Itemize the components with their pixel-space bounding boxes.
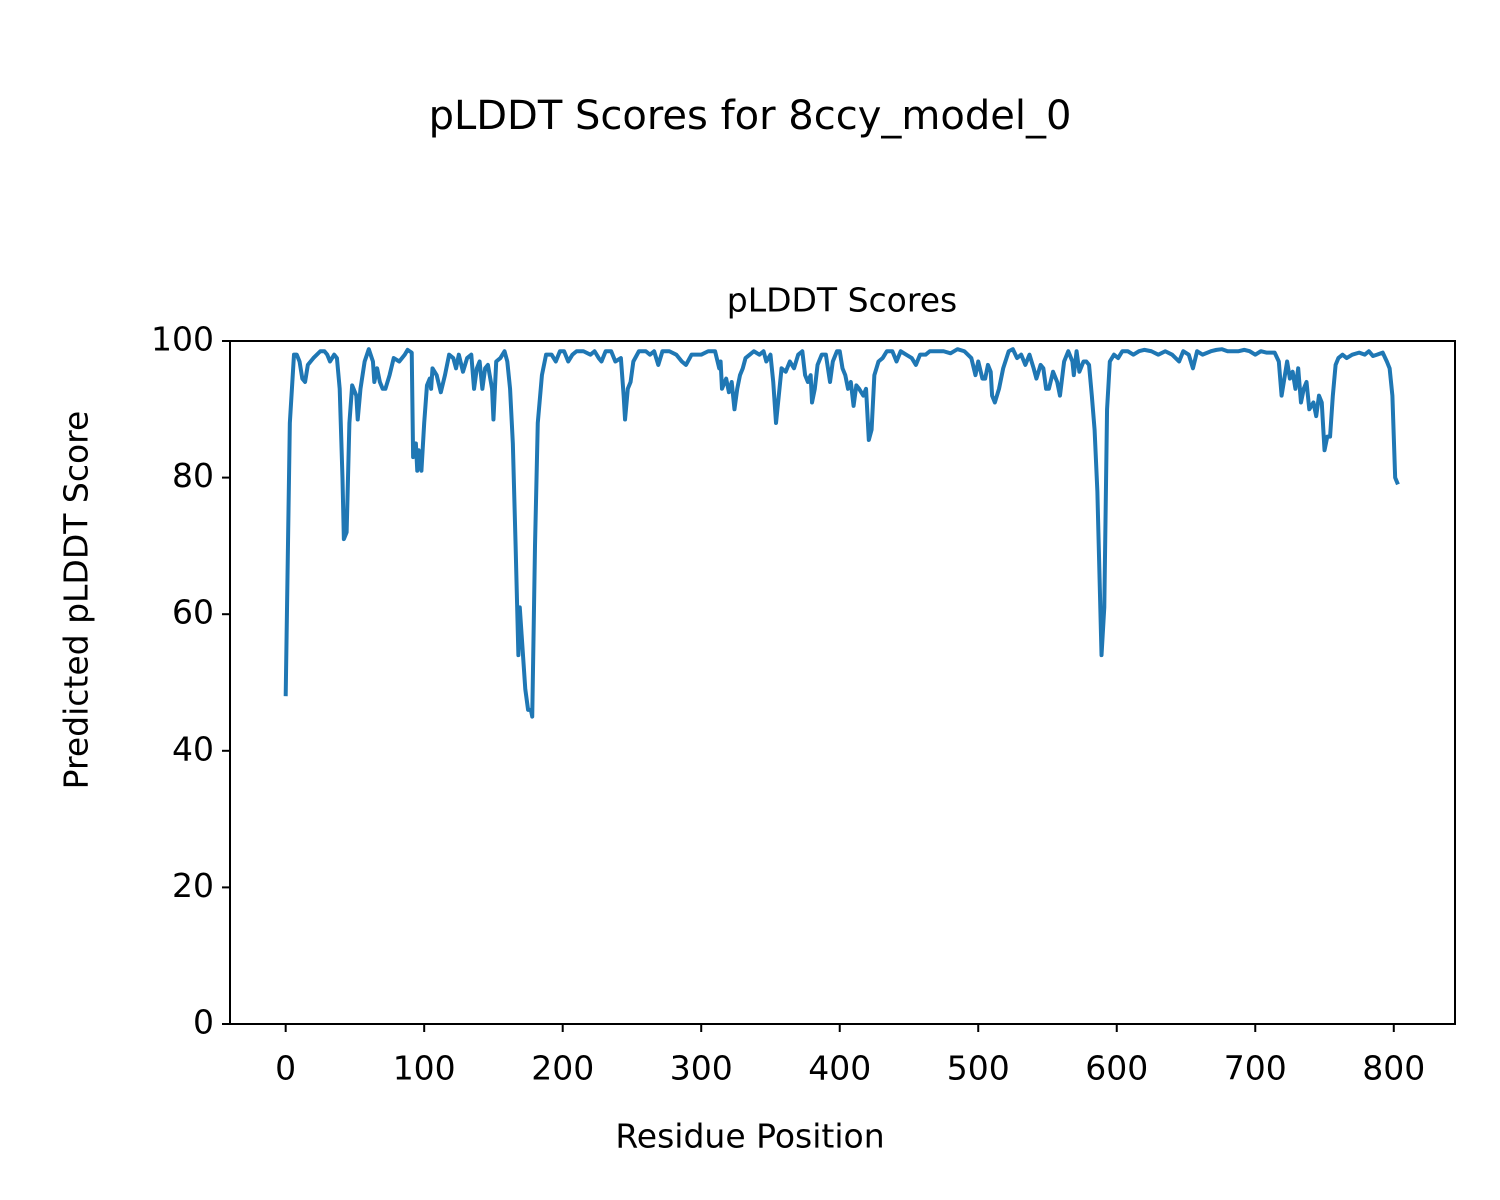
chart-title: pLDDT Scores for 8ccy_model_0	[429, 93, 1072, 139]
chart-subtitle: pLDDT Scores	[727, 281, 957, 320]
x-tick-label: 800	[1362, 1049, 1425, 1088]
x-tick-label: 0	[275, 1049, 296, 1088]
x-axis-label: Residue Position	[615, 1117, 884, 1156]
x-tick-label: 100	[393, 1049, 456, 1088]
x-tick-label: 700	[1224, 1049, 1287, 1088]
x-tick-label: 500	[947, 1049, 1010, 1088]
x-tick-label: 400	[808, 1049, 871, 1088]
y-tick-label: 60	[172, 593, 214, 632]
x-tick-label: 300	[670, 1049, 733, 1088]
y-tick-label: 0	[193, 1003, 214, 1042]
y-tick-label: 40	[172, 729, 214, 768]
data-line	[283, 347, 1400, 719]
y-axis-label: Predicted pLDDT Score	[57, 411, 96, 790]
x-tick-label: 200	[531, 1049, 594, 1088]
plot-frame	[229, 340, 1456, 1025]
x-tick-label: 600	[1085, 1049, 1148, 1088]
y-tick-label: 100	[151, 320, 214, 359]
y-tick-label: 20	[172, 866, 214, 905]
y-tick-label: 80	[172, 456, 214, 495]
